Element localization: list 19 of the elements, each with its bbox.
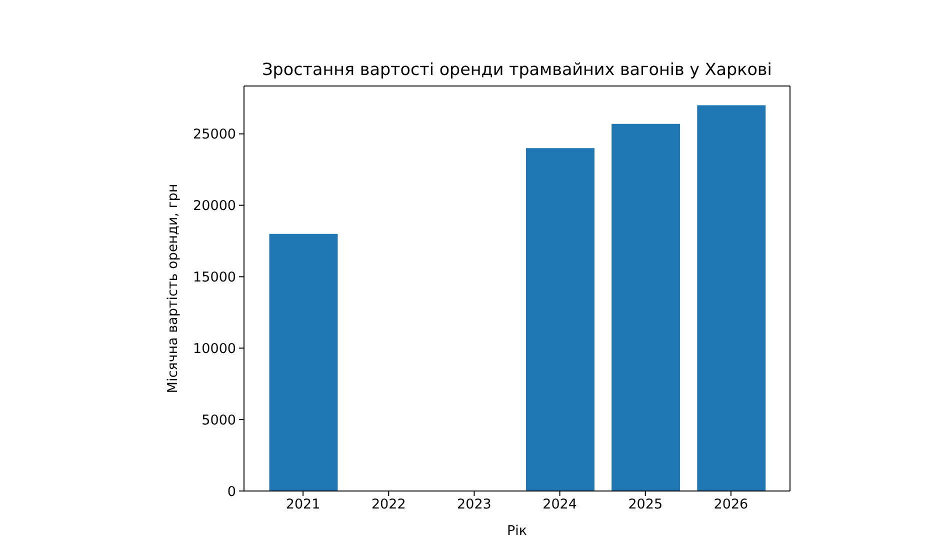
- bar: [269, 234, 338, 491]
- y-axis-title: Місячна вартість оренди, грн: [165, 184, 181, 394]
- y-tick-label: 15000: [193, 270, 236, 286]
- bar: [526, 148, 594, 491]
- bar: [612, 124, 680, 491]
- chart-title: Зростання вартості оренди трамвайних вагонів у Харкові: [261, 59, 773, 79]
- x-tick-label: 2024: [542, 496, 577, 513]
- y-tick-label: 5000: [202, 412, 236, 428]
- y-tick-label: 25000: [193, 126, 236, 143]
- y-tick-label: 20000: [193, 198, 236, 214]
- y-tick-label: 10000: [193, 340, 236, 357]
- x-tick-label: 2022: [371, 496, 406, 513]
- y-tick-label: 0: [227, 484, 236, 500]
- x-tick-label: 2023: [457, 496, 492, 513]
- x-tick-label: 2025: [628, 496, 663, 513]
- bar: [697, 105, 766, 491]
- x-tick-label: 2021: [286, 496, 320, 513]
- x-tick-label: 2026: [714, 496, 748, 513]
- x-axis-title: Рік: [506, 523, 528, 539]
